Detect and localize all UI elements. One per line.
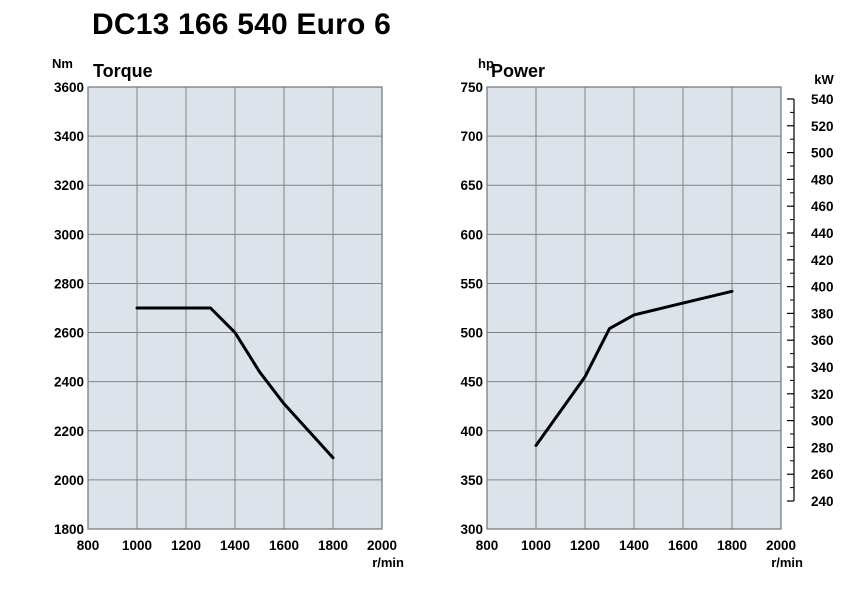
power-y2-tick-label: 360 bbox=[811, 333, 834, 348]
power-y2-tick-label: 480 bbox=[811, 172, 834, 187]
power-y2-tick-label: 380 bbox=[811, 306, 834, 321]
torque-y-tick-label: 3600 bbox=[54, 80, 84, 95]
torque-series-line bbox=[135, 306, 335, 460]
torque-x-tick-label: 1200 bbox=[171, 538, 201, 553]
torque-y-tick-label: 2600 bbox=[54, 326, 84, 341]
torque-x-tick-label: 800 bbox=[77, 538, 100, 553]
torque-x-tick-label: 2000 bbox=[367, 538, 397, 553]
power-y2-tick-label: 280 bbox=[811, 440, 834, 455]
power-y2-tick-label: 320 bbox=[811, 387, 834, 402]
torque-y-unit-label: Nm bbox=[52, 56, 73, 71]
power-y2-tick-label: 300 bbox=[811, 414, 834, 429]
torque-y-tick-label: 2200 bbox=[54, 424, 84, 439]
power-y-unit-label: hp bbox=[478, 56, 494, 71]
power-x-tick-label: 1800 bbox=[717, 538, 747, 553]
torque-y-tick-label: 2400 bbox=[54, 375, 84, 390]
torque-x-tick-label: 1000 bbox=[122, 538, 152, 553]
power-y2-tick-label: 260 bbox=[811, 467, 834, 482]
power-x-tick-label: 1000 bbox=[521, 538, 551, 553]
power-series-line bbox=[534, 289, 734, 447]
power-x-tick-label: 1400 bbox=[619, 538, 649, 553]
power-x-tick-label: 800 bbox=[476, 538, 499, 553]
power-y2-unit-label: kW bbox=[814, 72, 834, 87]
power-x-tick-label: 1600 bbox=[668, 538, 698, 553]
power-y-tick-label: 700 bbox=[460, 129, 483, 144]
power-y2-tick-label: 520 bbox=[811, 119, 834, 134]
torque-y-tick-label: 3400 bbox=[54, 129, 84, 144]
power-plot-frame bbox=[486, 86, 782, 530]
power-y-tick-label: 650 bbox=[460, 178, 483, 193]
power-y-tick-label: 450 bbox=[460, 375, 483, 390]
torque-chart: 1800 2000 2200 2400 2600 2800 3000 3200 3400 3600… bbox=[52, 56, 404, 570]
torque-x-tick-label: 1600 bbox=[269, 538, 299, 553]
torque-x-tick-label: 1800 bbox=[318, 538, 348, 553]
power-y2-tick-label: 400 bbox=[811, 280, 834, 295]
power-y2-tick-label: 540 bbox=[811, 92, 834, 107]
power-y-tick-label: 500 bbox=[460, 326, 483, 341]
power-y-tick-label: 750 bbox=[460, 80, 483, 95]
torque-y-tick-label: 1800 bbox=[54, 522, 84, 537]
power-y2-tick-label: 460 bbox=[811, 199, 834, 214]
torque-x-unit-label: r/min bbox=[372, 555, 404, 570]
torque-chart-title: Torque bbox=[93, 61, 153, 81]
power-y2-tick-label: 340 bbox=[811, 360, 834, 375]
power-y2-tick-label: 240 bbox=[811, 494, 834, 509]
power-x-unit-label: r/min bbox=[771, 555, 803, 570]
power-x-tick-label: 2000 bbox=[766, 538, 796, 553]
power-y-tick-label: 400 bbox=[460, 424, 483, 439]
torque-y-tick-label: 2800 bbox=[54, 276, 84, 291]
power-y2-tick-label: 440 bbox=[811, 226, 834, 241]
torque-plot-frame bbox=[87, 86, 383, 530]
power-chart-title: Power bbox=[491, 61, 545, 81]
torque-y-tick-label: 3000 bbox=[54, 227, 84, 242]
power-y2-tick-label: 420 bbox=[811, 253, 834, 268]
power-chart: 300 350 400 450 500 550 600 650 700 750 800 1000 120… bbox=[460, 56, 834, 570]
torque-y-tick-label: 3200 bbox=[54, 178, 84, 193]
power-y-tick-label: 300 bbox=[460, 522, 483, 537]
power-y2-tick-label: 500 bbox=[811, 146, 834, 161]
power-y-tick-label: 550 bbox=[460, 276, 483, 291]
torque-x-tick-label: 1400 bbox=[220, 538, 250, 553]
power-y-tick-label: 350 bbox=[460, 473, 483, 488]
torque-y-tick-label: 2000 bbox=[54, 473, 84, 488]
power-y-tick-label: 600 bbox=[460, 227, 483, 242]
page-title: DC13 166 540 Euro 6 bbox=[92, 8, 391, 41]
power-x-tick-label: 1200 bbox=[570, 538, 600, 553]
